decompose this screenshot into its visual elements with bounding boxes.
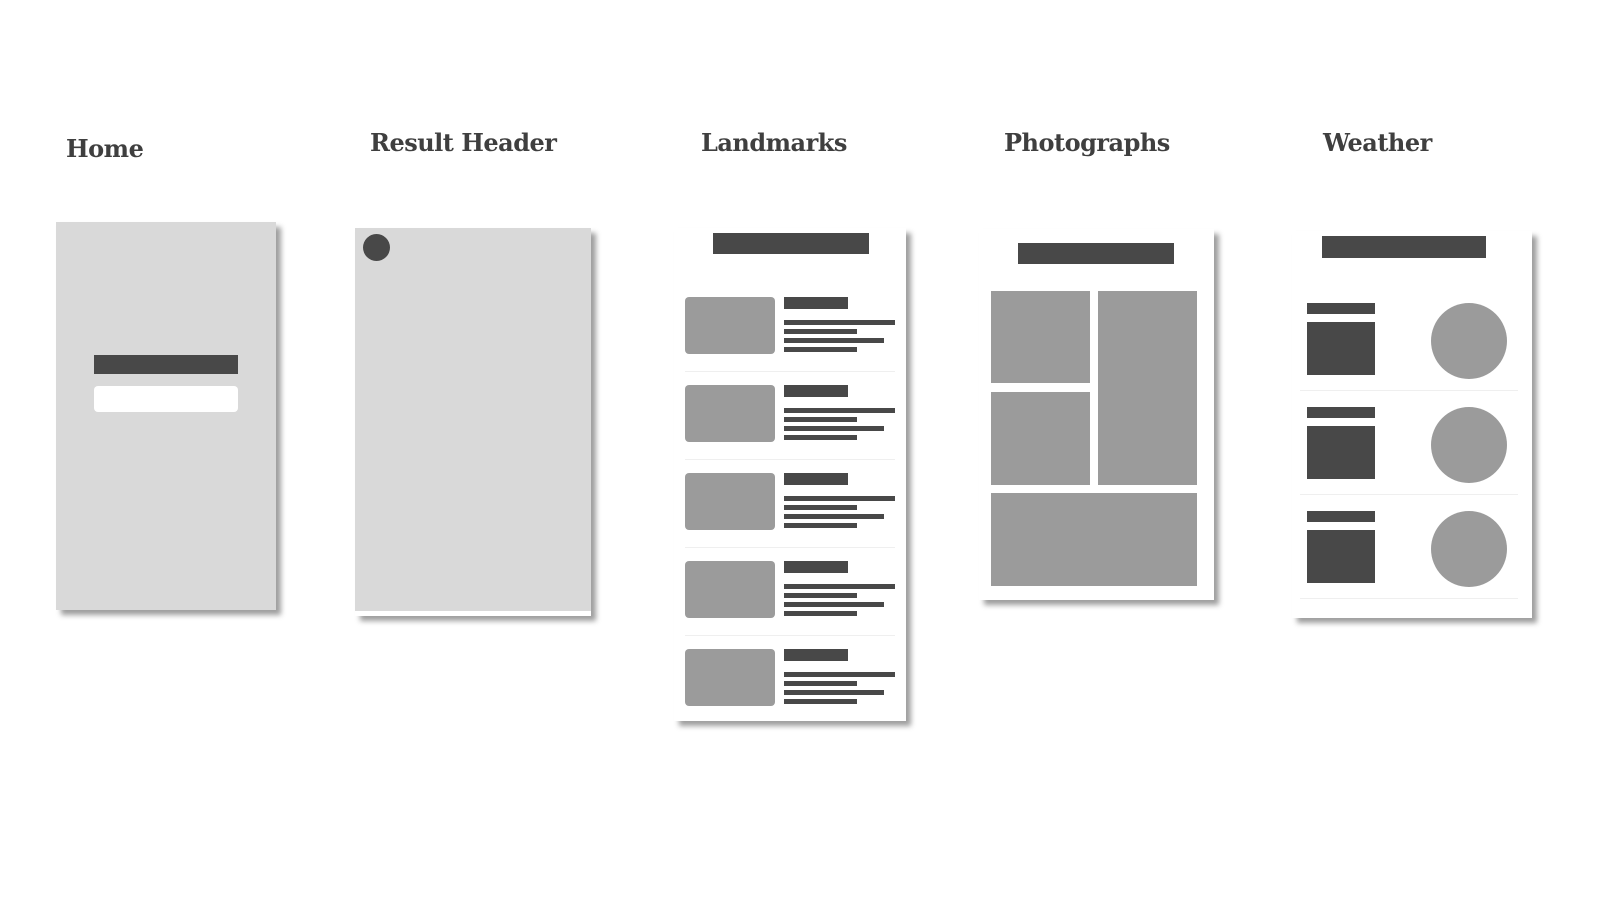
list-divider — [1300, 390, 1518, 391]
list-divider — [1300, 494, 1518, 495]
back-button-placeholder — [363, 234, 390, 261]
weather-icon-placeholder — [1431, 407, 1507, 483]
result-header-screen-title: Result Header — [370, 128, 557, 157]
landmarks-screen-title: Landmarks — [701, 128, 847, 157]
list-divider — [685, 547, 895, 548]
landmark-text-line — [784, 338, 884, 343]
landmark-text-line — [784, 602, 884, 607]
landmark-text-line — [784, 584, 895, 589]
landmark-thumbnail-placeholder — [685, 473, 775, 530]
landmark-text-line — [784, 611, 857, 616]
landmark-text-line — [784, 523, 857, 528]
landmark-thumbnail-placeholder — [685, 561, 775, 618]
landmark-text-line — [784, 417, 857, 422]
weather-block-placeholder — [1307, 530, 1375, 583]
landmark-text-line — [784, 320, 895, 325]
landmark-text-line — [784, 672, 895, 677]
photo-tile — [991, 392, 1090, 485]
weather-label-placeholder — [1307, 407, 1375, 418]
landmark-thumbnail-placeholder — [685, 385, 775, 442]
landmark-text-line — [784, 426, 884, 431]
weather-icon-placeholder — [1431, 303, 1507, 379]
landmark-thumbnail-placeholder — [685, 297, 775, 354]
list-divider — [685, 635, 895, 636]
weather-wireframe — [1292, 231, 1532, 618]
list-divider — [1300, 598, 1518, 599]
landmark-text-line — [784, 505, 857, 510]
weather-label-placeholder — [1307, 303, 1375, 314]
photographs-header-bar-placeholder — [1018, 243, 1174, 264]
landmark-text-line — [784, 690, 884, 695]
landmark-text-line — [784, 408, 895, 413]
landmark-text-line — [784, 496, 895, 501]
landmarks-wireframe — [674, 228, 906, 721]
photo-tile — [991, 493, 1197, 586]
weather-screen-title: Weather — [1323, 128, 1432, 157]
landmark-title-placeholder — [784, 473, 848, 485]
landmark-text-line — [784, 347, 857, 352]
landmark-text-line — [784, 593, 857, 598]
home-wireframe — [56, 222, 276, 610]
landmark-thumbnail-placeholder — [685, 649, 775, 706]
landmark-text-line — [784, 435, 857, 440]
photo-tile — [991, 291, 1090, 383]
landmark-text-line — [784, 699, 857, 704]
weather-header-bar-placeholder — [1322, 236, 1486, 258]
weather-label-placeholder — [1307, 511, 1375, 522]
result-header-wireframe — [355, 228, 591, 616]
landmarks-header-bar-placeholder — [713, 233, 869, 254]
landmark-title-placeholder — [784, 561, 848, 573]
photo-tile — [1098, 291, 1197, 485]
landmark-text-line — [784, 681, 857, 686]
weather-block-placeholder — [1307, 426, 1375, 479]
list-divider — [685, 371, 895, 372]
weather-block-placeholder — [1307, 322, 1375, 375]
home-title-bar-placeholder — [94, 355, 238, 374]
landmark-title-placeholder — [784, 649, 848, 661]
weather-icon-placeholder — [1431, 511, 1507, 587]
list-divider — [685, 459, 895, 460]
landmark-title-placeholder — [784, 385, 848, 397]
home-screen-title: Home — [66, 134, 144, 163]
landmark-text-line — [784, 514, 884, 519]
landmark-title-placeholder — [784, 297, 848, 309]
home-search-input-placeholder — [94, 386, 238, 412]
photographs-screen-title: Photographs — [1004, 128, 1170, 157]
landmark-text-line — [784, 329, 857, 334]
photographs-wireframe — [979, 229, 1214, 600]
